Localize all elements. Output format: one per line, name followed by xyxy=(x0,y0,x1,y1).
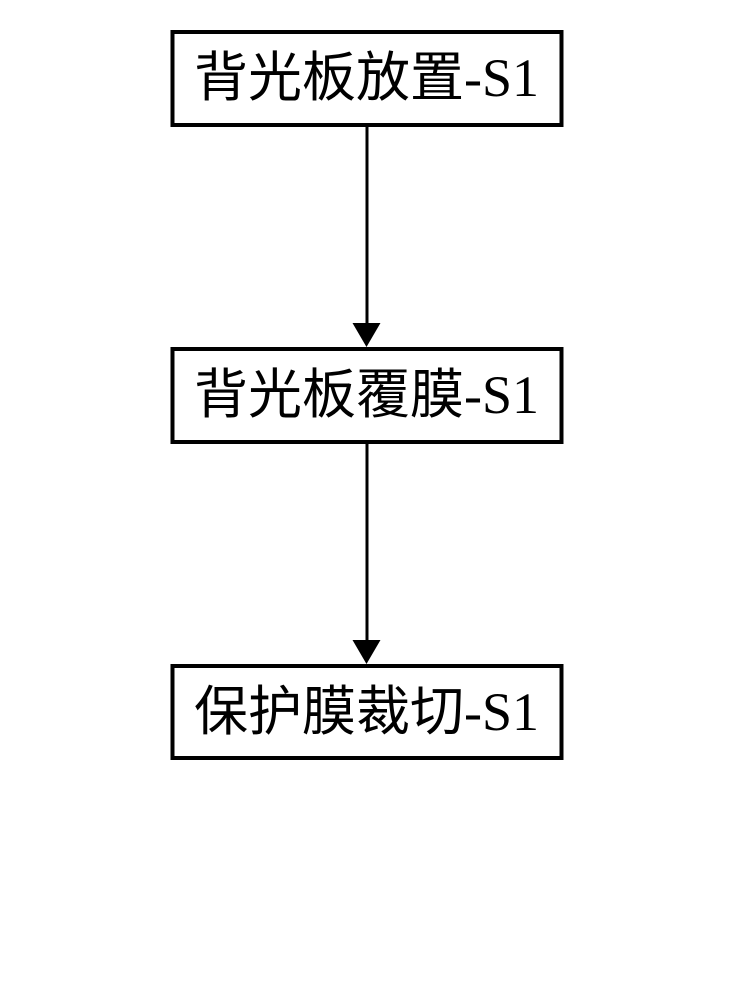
arrow-line-icon xyxy=(365,127,368,323)
arrow-head-icon xyxy=(352,640,380,664)
flow-arrow-1 xyxy=(352,127,380,347)
arrow-head-icon xyxy=(352,323,380,347)
flow-node-label: 保护膜裁切-S1 xyxy=(194,682,539,742)
flow-node-step-2: 背光板覆膜-S1 xyxy=(170,347,563,444)
flow-node-label: 背光板覆膜-S1 xyxy=(194,365,539,425)
flow-node-step-3: 保护膜裁切-S1 xyxy=(170,664,563,761)
flow-arrow-2 xyxy=(352,444,380,664)
flow-node-label: 背光板放置-S1 xyxy=(194,48,539,108)
flowchart-container: 背光板放置-S1 背光板覆膜-S1 保护膜裁切-S1 xyxy=(170,30,563,760)
flow-node-step-1: 背光板放置-S1 xyxy=(170,30,563,127)
arrow-line-icon xyxy=(365,444,368,640)
